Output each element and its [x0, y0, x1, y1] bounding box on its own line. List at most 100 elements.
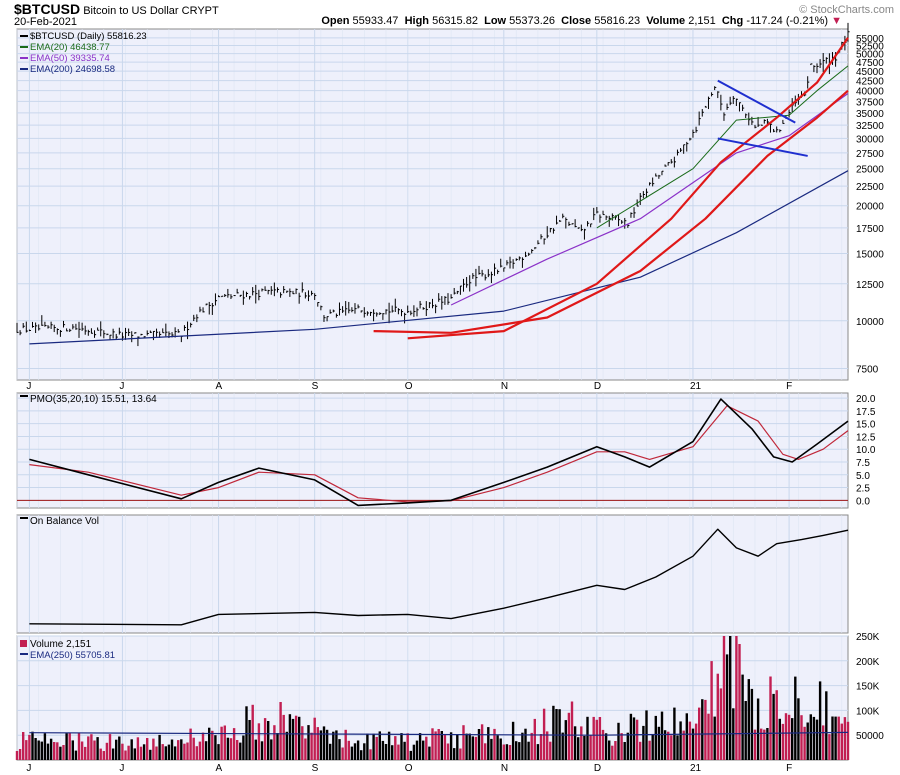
y-tick-label: 7.5 [856, 458, 870, 469]
volume-bar [46, 743, 50, 760]
volume-bar [505, 744, 509, 760]
volume-bar [781, 723, 785, 760]
y-tick-label: 12500 [856, 280, 884, 291]
volume-bar [499, 738, 502, 760]
volume-bar [620, 733, 623, 760]
volume-bar [65, 733, 68, 760]
volume-bar [124, 750, 127, 760]
volume-bar [735, 636, 738, 760]
volume-bar [626, 732, 629, 760]
volume-value: 2,151 [688, 15, 716, 27]
volume-bar [62, 745, 65, 760]
volume-bar [704, 699, 707, 760]
volume-bar [577, 737, 580, 760]
x-tick-label: S [312, 381, 319, 392]
volume-bar [546, 731, 549, 760]
volume-bar [34, 738, 37, 760]
date-label: 20-Feb-2021 [14, 16, 77, 28]
volume-bar [803, 726, 806, 760]
volume-bar [400, 733, 403, 760]
y-tick-label: 10.0 [856, 445, 876, 456]
volume-bar [617, 722, 620, 760]
volume-bar [676, 735, 679, 760]
y-tick-label: 15000 [856, 249, 884, 260]
volume-bar [756, 698, 760, 760]
panel-3-frame [16, 514, 849, 634]
volume-bar [477, 729, 481, 760]
volume-bar [685, 713, 688, 760]
volume-bar [198, 741, 202, 760]
x-tick-label: F [786, 381, 792, 392]
volume-bar [220, 726, 223, 760]
volume-bar [329, 743, 332, 760]
volume-bar [217, 744, 220, 760]
volume-bar [800, 715, 803, 760]
volume-bar [360, 750, 363, 760]
volume-bar [611, 745, 614, 760]
volume-bar [282, 714, 285, 760]
volume-bar [651, 734, 654, 760]
volume-bar [102, 751, 105, 760]
volume-bar [812, 716, 816, 760]
volume-bar [775, 690, 778, 760]
volume-bar [319, 730, 323, 760]
volume-bar [573, 726, 577, 760]
volume-bar [341, 747, 344, 760]
x-tick-label: J [26, 381, 31, 392]
x-tick-label: 21 [690, 763, 702, 774]
volume-bar [307, 725, 310, 760]
volume-bar [56, 742, 59, 760]
volume-bar [192, 737, 195, 760]
volume-bar [369, 749, 372, 760]
volume-bar [298, 716, 301, 760]
volume-bar [164, 746, 167, 760]
legend-label: EMA(250) 55705.81 [30, 650, 115, 661]
volume-bar [747, 679, 750, 760]
volume-bar [586, 716, 589, 760]
volume-bar [186, 742, 189, 760]
volume-bar [580, 726, 583, 760]
x-tick-label: A [216, 381, 223, 392]
volume-bar [366, 733, 369, 760]
volume-bar [142, 744, 146, 760]
volume-bar [462, 725, 465, 760]
volume-bar [521, 732, 524, 760]
y-tick-label: 250K [856, 632, 880, 643]
volume-bar [170, 739, 174, 760]
volume-bar [428, 746, 431, 760]
volume-bar [325, 729, 329, 760]
volume-bar [301, 726, 304, 760]
volume-bar [515, 741, 518, 760]
volume-bar [533, 718, 536, 760]
volume-bar [214, 735, 217, 760]
volume-bar [248, 720, 251, 760]
x-tick-label: J [119, 381, 124, 392]
y-tick-label: 32500 [856, 121, 884, 132]
volume-bar [254, 739, 257, 760]
volume-bar [415, 740, 419, 760]
volume-bar [111, 748, 115, 760]
chg-value: -117.24 (-0.21%) [746, 15, 829, 27]
down-arrow-icon: ▼ [831, 15, 842, 27]
volume-bar [412, 744, 416, 760]
volume-bar [152, 738, 155, 760]
volume-bar [431, 728, 434, 760]
symbol-title: $BTCUSD Bitcoin to US Dollar CRYPT [14, 1, 219, 17]
volume-bar [332, 731, 335, 760]
volume-bar [381, 740, 385, 760]
volume-bar [149, 749, 152, 760]
volume-bar [465, 733, 468, 760]
volume-bar [797, 698, 800, 760]
volume-bar [502, 744, 505, 760]
close-label: Close [561, 15, 592, 27]
volume-bar [49, 738, 53, 760]
watermark: © StockCharts.com [799, 4, 894, 16]
volume-label: Volume [646, 15, 686, 27]
volume-bar [456, 734, 459, 760]
volume-bar [304, 738, 307, 760]
volume-bar [719, 688, 723, 760]
volume-bar [121, 743, 124, 760]
volume-bar [642, 725, 645, 760]
